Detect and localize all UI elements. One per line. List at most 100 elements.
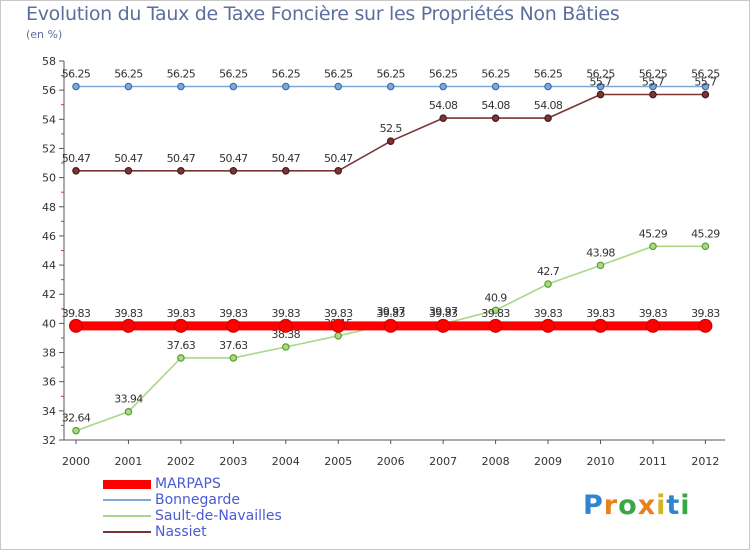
data-label-sault-de-navailles: 42.7 [537, 265, 560, 278]
data-label-nassiet: 50.47 [167, 152, 196, 165]
data-label-bonnegarde: 56.25 [219, 68, 248, 81]
point-nassiet [281, 166, 290, 175]
x-tick-label: 2006 [377, 455, 405, 468]
legend-entry: Bonnegarde [103, 492, 240, 508]
x-tick-label: 2001 [114, 455, 142, 468]
data-label-marpaps: 39.83 [219, 307, 248, 320]
data-label-nassiet: 50.47 [62, 152, 91, 165]
data-label-sault-de-navailles: 45.29 [639, 227, 668, 240]
logo-letter: r [603, 490, 619, 521]
data-label-nassiet: 50.47 [324, 152, 353, 165]
point-nassiet [544, 114, 552, 122]
y-tick-label: 46 [42, 230, 56, 243]
legend-label: Sault-de-Navailles [155, 508, 282, 524]
data-label-marpaps: 39.83 [534, 307, 563, 320]
y-tick-label: 58 [42, 55, 56, 68]
point-nassiet [334, 166, 343, 175]
point-sault-de-navailles [72, 426, 80, 435]
data-label-nassiet: 50.47 [272, 152, 301, 165]
chart-title: Evolution du Taux de Taxe Foncière sur l… [26, 3, 620, 25]
legend-entry: MARPAPS [103, 476, 221, 492]
data-label-sault-de-navailles: 37.63 [167, 339, 196, 352]
point-marpaps [69, 318, 83, 333]
legend-entry: Sault-de-Navailles [103, 508, 282, 524]
data-label-bonnegarde: 56.25 [62, 68, 91, 81]
proxiti-logo: Proxiti [583, 490, 691, 521]
logo-letter: x [637, 490, 657, 521]
point-marpaps [593, 318, 608, 333]
data-label-bonnegarde: 56.25 [534, 68, 563, 81]
point-nassiet [649, 90, 657, 99]
legend-swatch [103, 479, 151, 489]
data-label-sault-de-navailles: 33.94 [114, 393, 143, 406]
point-sault-de-navailles [596, 261, 605, 270]
point-bonnegarde [439, 82, 447, 91]
point-sault-de-navailles [229, 354, 238, 362]
point-sault-de-navailles [649, 242, 657, 251]
data-label-bonnegarde: 56.25 [691, 68, 720, 81]
logo-letter: t [666, 490, 681, 521]
legend-swatch [103, 531, 151, 533]
x-tick-label: 2012 [691, 455, 719, 468]
x-tick-label: 2008 [482, 455, 510, 468]
point-bonnegarde [334, 82, 343, 91]
y-tick-label: 54 [42, 113, 56, 126]
logo-letter: P [583, 490, 604, 521]
data-label-nassiet: 50.47 [219, 152, 248, 165]
data-label-marpaps: 39.83 [481, 307, 510, 320]
data-label-bonnegarde: 56.25 [376, 68, 405, 81]
data-label-marpaps: 39.83 [586, 307, 615, 320]
data-label-sault-de-navailles: 40.9 [485, 291, 508, 304]
point-nassiet [124, 166, 133, 175]
point-bonnegarde [281, 82, 290, 91]
y-tick-label: 44 [42, 259, 56, 272]
point-nassiet [596, 90, 605, 99]
point-marpaps [488, 318, 503, 333]
data-label-marpaps: 39.83 [691, 307, 720, 320]
x-tick-label: 2010 [587, 455, 615, 468]
y-tick-label: 42 [42, 288, 56, 301]
point-nassiet [229, 166, 238, 175]
data-label-nassiet: 54.08 [429, 99, 458, 112]
point-bonnegarde [544, 82, 552, 91]
data-label-bonnegarde: 56.25 [324, 68, 353, 81]
x-tick-label: 2000 [62, 455, 90, 468]
data-label-bonnegarde: 56.25 [639, 68, 668, 81]
point-marpaps [331, 318, 346, 333]
data-label-bonnegarde: 56.25 [272, 68, 301, 81]
point-sault-de-navailles [544, 280, 552, 288]
x-tick-label: 2004 [272, 455, 300, 468]
point-sault-de-navailles [177, 354, 185, 362]
legend-label: Bonnegarde [155, 492, 241, 508]
point-bonnegarde [701, 82, 710, 91]
point-nassiet [701, 90, 710, 99]
data-label-nassiet: 50.47 [114, 152, 143, 165]
point-marpaps [226, 318, 241, 333]
data-label-bonnegarde: 56.25 [167, 68, 196, 81]
y-tick-label: 38 [42, 347, 56, 360]
x-tick-label: 2011 [639, 455, 667, 468]
point-marpaps [278, 318, 293, 333]
y-tick-label: 56 [42, 84, 56, 97]
data-label-nassiet: 55.7 [694, 76, 717, 89]
point-sault-de-navailles [701, 242, 710, 251]
point-bonnegarde [649, 82, 657, 91]
point-nassiet [386, 137, 395, 145]
data-label-sault-de-navailles: 45.29 [691, 227, 720, 240]
data-label-marpaps: 39.83 [167, 307, 196, 320]
data-label-sault-de-navailles: 43.98 [586, 246, 615, 259]
y-tick-label: 52 [42, 142, 56, 155]
data-label-nassiet: 55.7 [642, 76, 665, 89]
point-bonnegarde [386, 82, 395, 91]
legend-label: Nassiet [155, 524, 207, 540]
point-sault-de-navailles [491, 306, 500, 315]
y-tick-label: 48 [42, 201, 56, 214]
point-sault-de-navailles [124, 407, 133, 416]
point-nassiet [177, 166, 185, 175]
data-label-bonnegarde: 56.25 [481, 68, 510, 81]
data-label-marpaps: 39.83 [376, 307, 405, 320]
data-label-bonnegarde: 56.25 [586, 68, 615, 81]
y-tick-label: 40 [42, 317, 56, 330]
